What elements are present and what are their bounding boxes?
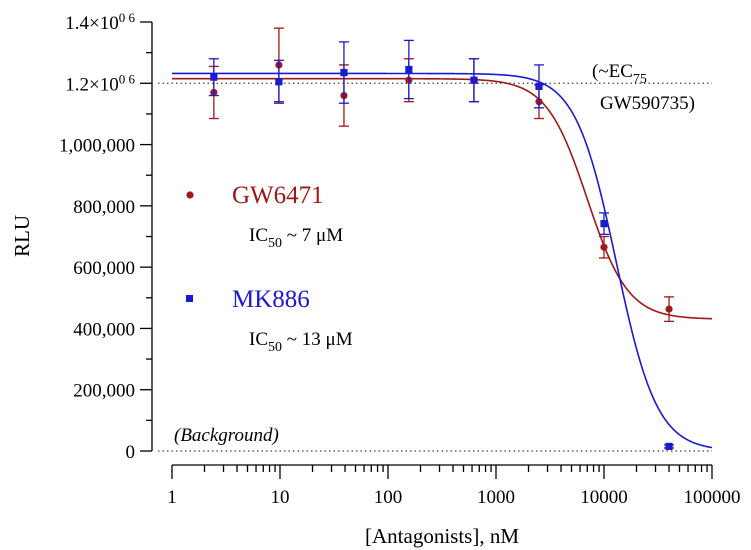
legend-marker-gw6471 [186,191,194,199]
mk886-ic50-label: IC50 ~ 13 μM [249,329,353,355]
reference-lines: (~EC75 GW590735) (Background) [158,61,712,452]
data-point-gw6471 [665,305,673,313]
y-tick-label: 400,000 [73,319,135,340]
y-axis-ticks: 0 200,000 400,000 600,000 800,000 1,000,000 1.… [59,10,152,463]
y-tick-label: 600,000 [73,258,135,279]
x-tick-label: 1 [167,487,177,508]
x-tick-label: 10 [271,487,290,508]
x-axis-ticks: 1 10 100 1000 10000 100000 [167,465,741,508]
y-tick-label: 200,000 [73,381,135,402]
y-tick-label: 0 [126,442,136,463]
ec75-annotation-line1: (~EC75 [592,61,647,87]
data-point-mk886 [665,442,673,451]
data-point-mk886 [340,68,348,77]
legend: GW6471 IC50 ~ 7 μM MK886 IC50 ~ 13 μM [186,182,353,355]
fit-curve-mk886 [172,72,713,449]
data-point-mk886 [600,220,608,228]
y-tick-label: 1.4×100 6 [65,10,135,34]
data-series [172,27,713,451]
fit-curve-gw6471 [172,77,713,320]
data-point-mk886 [470,76,478,84]
x-tick-label: 10000 [580,487,628,508]
background-annotation: (Background) [174,425,279,446]
ec75-annotation-line2: GW590735) [600,93,695,114]
y-tick-label: 1,000,000 [59,136,135,157]
x-axis-title: [Antagonists], nM [365,524,519,548]
axes: 0 200,000 400,000 600,000 800,000 1,000,000 1.… [10,10,741,548]
legend-label-gw6471: GW6471 [232,182,324,209]
y-axis-title: RLU [10,215,34,257]
data-point-mk886 [405,65,413,74]
data-point-gw6471 [600,243,608,251]
gw6471-ic50-label: IC50 ~ 7 μM [249,225,343,251]
x-tick-label: 1000 [477,487,515,508]
x-tick-label: 100 [374,487,403,508]
legend-marker-mk886 [186,295,193,302]
y-tick-label: 800,000 [73,197,135,218]
data-point-mk886 [535,82,543,90]
y-tick-label: 1.2×100 6 [65,71,135,95]
series-mk886 [172,39,713,451]
legend-label-mk886: MK886 [232,286,310,313]
data-point-mk886 [210,73,218,81]
x-tick-label: 100000 [684,487,741,508]
data-point-mk886 [275,78,283,86]
